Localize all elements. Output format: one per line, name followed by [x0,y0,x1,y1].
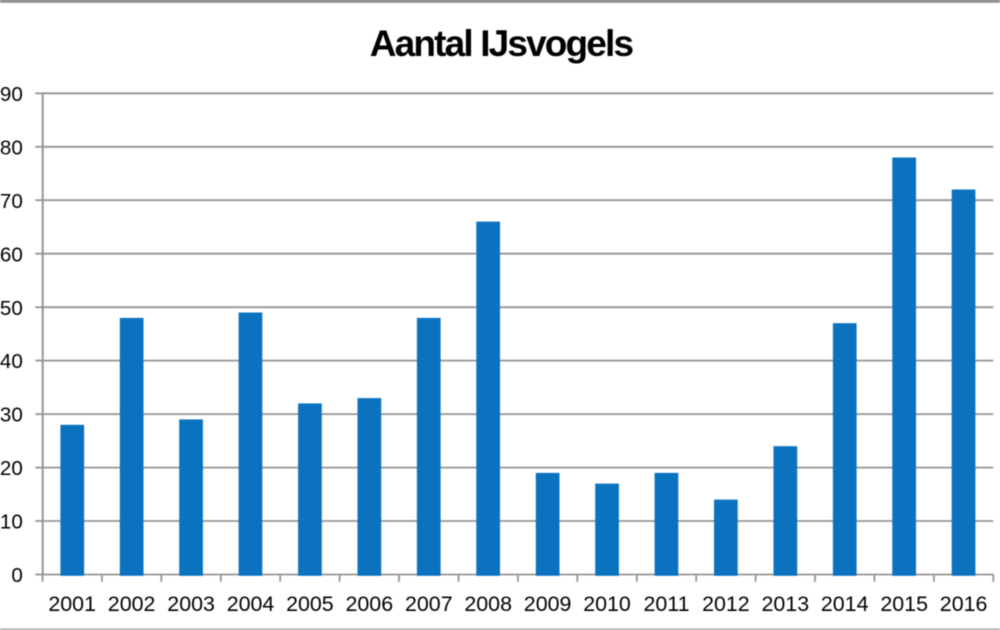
svg-text:20: 20 [0,457,23,480]
svg-text:60: 60 [0,243,23,266]
svg-text:70: 70 [0,190,23,213]
svg-text:2007: 2007 [405,592,453,616]
svg-text:2009: 2009 [524,592,572,616]
svg-text:2001: 2001 [48,592,96,616]
svg-text:50: 50 [0,297,23,320]
svg-text:10: 10 [0,511,23,534]
svg-text:Aantal IJsvogels: Aantal IJsvogels [370,23,634,64]
svg-text:2006: 2006 [346,592,394,616]
svg-text:2010: 2010 [583,592,631,616]
svg-text:40: 40 [0,350,23,373]
svg-text:2014: 2014 [821,592,869,616]
svg-text:90: 90 [0,83,23,106]
svg-text:2008: 2008 [464,592,512,616]
svg-text:0: 0 [11,564,22,587]
svg-text:30: 30 [0,404,23,427]
svg-text:2012: 2012 [702,592,750,616]
svg-text:2015: 2015 [880,592,928,616]
svg-text:2013: 2013 [762,592,810,616]
svg-text:2004: 2004 [227,592,275,616]
svg-text:2011: 2011 [644,592,690,616]
svg-text:2016: 2016 [940,592,988,616]
svg-text:2003: 2003 [167,592,215,616]
svg-text:2002: 2002 [108,592,156,616]
svg-text:2005: 2005 [286,592,334,616]
svg-text:80: 80 [0,136,23,159]
